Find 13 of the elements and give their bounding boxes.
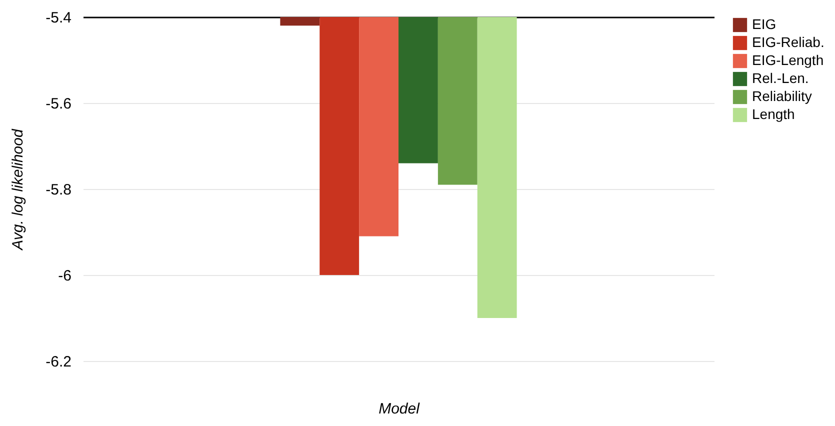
legend-label: Reliability [752, 88, 812, 104]
y-tick-label: -5.6 [46, 96, 72, 112]
legend-label: Rel.-Len. [752, 70, 809, 86]
x-axis-title: Model [378, 400, 420, 418]
legend-label: EIG [752, 16, 776, 32]
y-tick-label: -5.8 [46, 182, 72, 198]
legend-label: EIG-Length [752, 52, 824, 68]
legend-label: EIG-Reliab. [752, 34, 824, 50]
y-tick-label: -5.4 [46, 10, 72, 26]
y-tick-label: -6.2 [46, 354, 72, 370]
legend-label: Length [752, 106, 795, 122]
y-axis-title: Avg. log likelihood [10, 128, 27, 251]
y-tick-label: -6 [58, 268, 72, 284]
